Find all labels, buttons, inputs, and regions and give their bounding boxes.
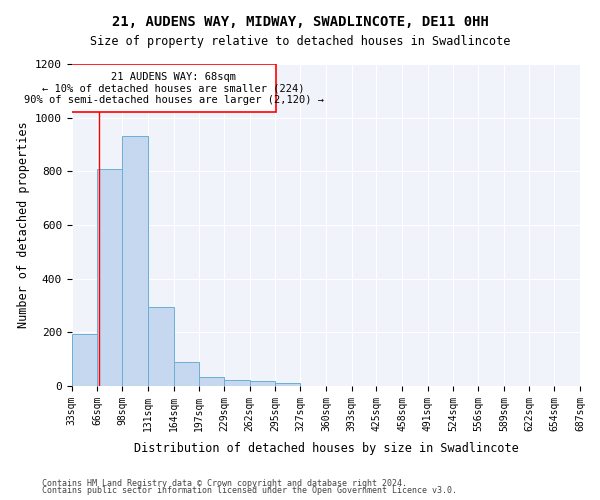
Bar <box>97 168 122 386</box>
Text: 21 AUDENS WAY: 68sqm
← 10% of detached houses are smaller (224)
90% of semi-deta: 21 AUDENS WAY: 68sqm ← 10% of detached h… <box>23 72 323 104</box>
Y-axis label: Number of detached properties: Number of detached properties <box>17 122 29 328</box>
Bar <box>173 362 199 386</box>
Bar <box>122 136 148 386</box>
FancyBboxPatch shape <box>71 64 276 112</box>
Bar <box>275 382 300 386</box>
Bar <box>224 380 250 386</box>
Bar <box>148 307 173 386</box>
Bar <box>72 334 97 386</box>
Bar <box>250 381 275 386</box>
Text: Contains public sector information licensed under the Open Government Licence v3: Contains public sector information licen… <box>42 486 457 495</box>
Text: 21, AUDENS WAY, MIDWAY, SWADLINCOTE, DE11 0HH: 21, AUDENS WAY, MIDWAY, SWADLINCOTE, DE1… <box>112 15 488 29</box>
X-axis label: Distribution of detached houses by size in Swadlincote: Distribution of detached houses by size … <box>134 442 518 455</box>
Text: Contains HM Land Registry data © Crown copyright and database right 2024.: Contains HM Land Registry data © Crown c… <box>42 478 407 488</box>
Bar <box>199 376 224 386</box>
Text: Size of property relative to detached houses in Swadlincote: Size of property relative to detached ho… <box>90 35 510 48</box>
